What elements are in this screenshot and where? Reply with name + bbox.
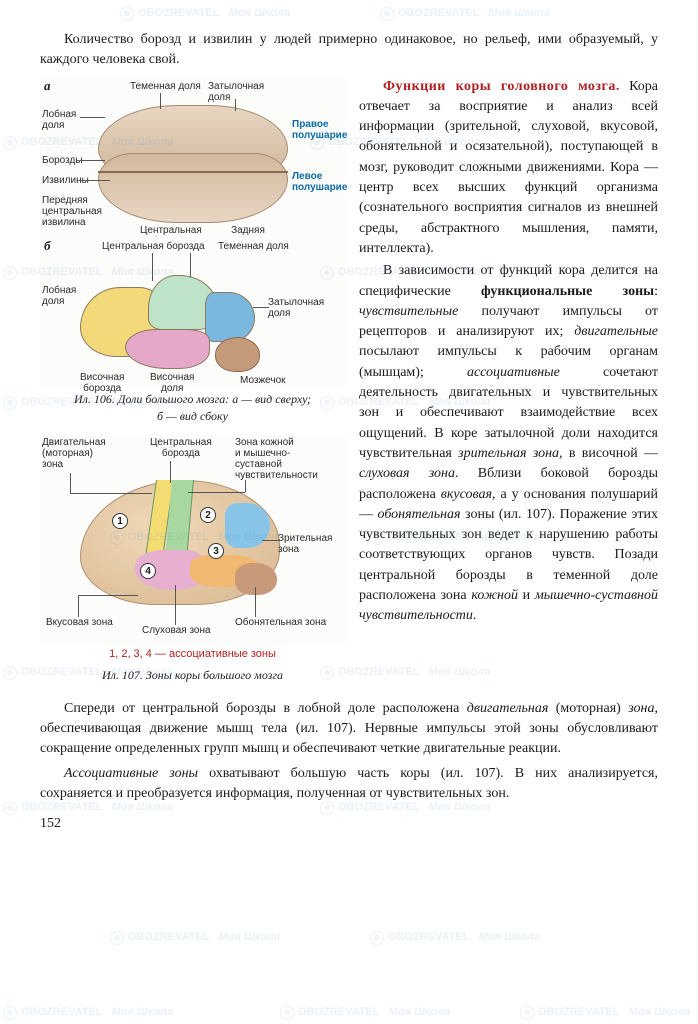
txt: Спереди от центральной борозды в лобной … bbox=[64, 701, 467, 716]
label-b-centralnaya: Центральная борозда bbox=[102, 241, 205, 252]
label-b-visochnaya: Височная борозда bbox=[80, 372, 124, 394]
label-b-temennaya: Теменная доля bbox=[218, 241, 289, 252]
lead-line bbox=[160, 93, 161, 109]
lead-line bbox=[175, 585, 176, 625]
temporal-lobe-shape bbox=[125, 329, 210, 369]
functions-paragraph-1: Функции коры головного мозга. Кора отвеч… bbox=[359, 77, 658, 260]
lead-line bbox=[190, 253, 191, 277]
label-z-centralnaya: Центральная борозда bbox=[150, 437, 212, 459]
lead-line bbox=[78, 595, 79, 617]
watermark: ⊕ OBOZREVATEL Моя Школа bbox=[3, 1005, 173, 1021]
txt: (моторная) bbox=[548, 701, 628, 716]
label-pravoe: Правое полушарие bbox=[292, 119, 347, 141]
two-column-layout: а Лобная доля Теменная доля Затылочная д… bbox=[40, 77, 658, 695]
lead-line bbox=[80, 160, 105, 161]
label-z-obonyatelnaya: Обонятельная зона bbox=[235, 617, 326, 628]
watermark: ⊕ OBOZREVATEL Моя Школа bbox=[520, 1005, 690, 1021]
txt: , в височной — bbox=[559, 446, 658, 461]
figures-column: а Лобная доля Теменная доля Затылочная д… bbox=[40, 77, 345, 695]
label-z-kozhnaya: Зона кожной и мышечно- суставной чувстви… bbox=[235, 437, 318, 481]
watermark: ⊕ OBOZREVATEL Моя Школа bbox=[280, 1005, 450, 1021]
associative-zones-note: 1, 2, 3, 4 — ассоциативные зоны bbox=[40, 647, 345, 663]
txt: . bbox=[473, 608, 477, 623]
text-column: Функции коры головного мозга. Кора отвеч… bbox=[359, 77, 658, 695]
txt-taste: вкусовая bbox=[441, 487, 492, 502]
txt-motor: двигательные bbox=[574, 324, 658, 339]
watermark: ⊕ OBOZREVATEL Моя Школа bbox=[380, 6, 550, 22]
txt-associative: ассоциативные bbox=[467, 365, 560, 380]
lead-line bbox=[188, 492, 245, 493]
lead-line bbox=[80, 117, 105, 118]
label-b-mozzhechok: Мозжечок bbox=[240, 375, 286, 386]
lead-line bbox=[70, 473, 71, 493]
label-zatylochnaya: Затылочная доля bbox=[208, 81, 264, 103]
cerebellum-zone-shape bbox=[235, 563, 277, 595]
label-z-sluhovaya: Слуховая зона bbox=[142, 625, 211, 636]
watermark: ⊕ OBOZREVATEL Моя Школа bbox=[120, 6, 290, 22]
label-b-visochnaya-dolya: Височная доля bbox=[150, 372, 194, 394]
bottom-paragraph-1: Спереди от центральной борозды в лобной … bbox=[40, 699, 658, 760]
label-z-dvigatelnaya: Двигательная (моторная) зона bbox=[42, 437, 106, 470]
longitudinal-fissure bbox=[98, 171, 288, 173]
figure-107: 1 2 3 4 Двигательная (моторная) зона Цен… bbox=[40, 435, 345, 645]
cerebellum-shape bbox=[215, 337, 260, 372]
left-hemisphere-shape bbox=[98, 153, 288, 223]
label-lobnaya: Лобная доля bbox=[42, 109, 76, 131]
figure-107-caption: Ил. 107. Зоны коры большого мозга bbox=[40, 667, 345, 684]
lead-line bbox=[80, 180, 110, 181]
fig-a-tag: а bbox=[44, 77, 51, 96]
figure-106-caption: Ил. 106. Доли большого мозга: а — вид св… bbox=[40, 391, 345, 426]
watermark: ⊕ OBOZREVATEL Моя Школа bbox=[370, 930, 540, 946]
p1-text: Кора отвечает за восприятие и анализ все… bbox=[359, 79, 658, 256]
lead-line bbox=[235, 99, 236, 111]
label-temennaya: Теменная доля bbox=[130, 81, 201, 92]
bottom-paragraph-2: Ассоциативные зоны охватывают большую ча… bbox=[40, 764, 658, 805]
functions-paragraph-2: В зависимости от функций кора делится на… bbox=[359, 261, 658, 626]
txt-functional-zones: функциональные зоны bbox=[481, 284, 654, 299]
lead-line bbox=[262, 540, 280, 541]
txt-assoc-ital: Ассоциативные зоны bbox=[64, 766, 198, 781]
txt-sensitive: чувствительные bbox=[359, 304, 458, 319]
label-levoe: Левое полушарие bbox=[292, 171, 347, 193]
label-b-lobnaya: Лобная доля bbox=[42, 285, 76, 307]
txt-skin: кожной bbox=[471, 588, 518, 603]
figure-106a: а Лобная доля Теменная доля Затылочная д… bbox=[40, 77, 345, 237]
watermark: ⊕ OBOZREVATEL Моя Школа bbox=[110, 930, 280, 946]
lead-line bbox=[78, 595, 138, 596]
intro-paragraph: Количество борозд и извилин у людей прим… bbox=[40, 30, 658, 71]
figure-106b: б Центральная борозда Теменная доля Лобн… bbox=[40, 237, 345, 387]
lead-line bbox=[253, 307, 269, 308]
section-heading: Функции коры головного мозга. bbox=[383, 79, 620, 94]
txt-auditory-zone: слуховая зона bbox=[359, 466, 455, 481]
label-perednyaya: Передняя центральная извилина bbox=[42, 195, 102, 228]
lead-line bbox=[245, 480, 246, 492]
occipital-lobe-shape bbox=[205, 292, 255, 342]
page-number: 152 bbox=[40, 814, 658, 834]
txt-motor-ital: двигательная bbox=[467, 701, 549, 716]
lead-line bbox=[255, 587, 256, 617]
txt-olfactory: обонятельная bbox=[378, 507, 461, 522]
lead-line bbox=[70, 493, 152, 494]
txt-zona: зона bbox=[628, 701, 654, 716]
txt-visual-zone: зрительная зона bbox=[458, 446, 559, 461]
label-z-vkusovaya: Вкусовая зона bbox=[46, 617, 113, 628]
label-z-zritelnaya: Зрительная зона bbox=[278, 533, 332, 555]
label-b-zatylochnaya: Затылочная доля bbox=[268, 297, 324, 319]
txt: и bbox=[518, 588, 535, 603]
lead-line bbox=[170, 461, 171, 483]
fig-b-tag: б bbox=[44, 237, 51, 256]
label-borozdy: Борозды bbox=[42, 155, 83, 166]
lead-line bbox=[152, 253, 153, 281]
txt: : bbox=[654, 284, 658, 299]
